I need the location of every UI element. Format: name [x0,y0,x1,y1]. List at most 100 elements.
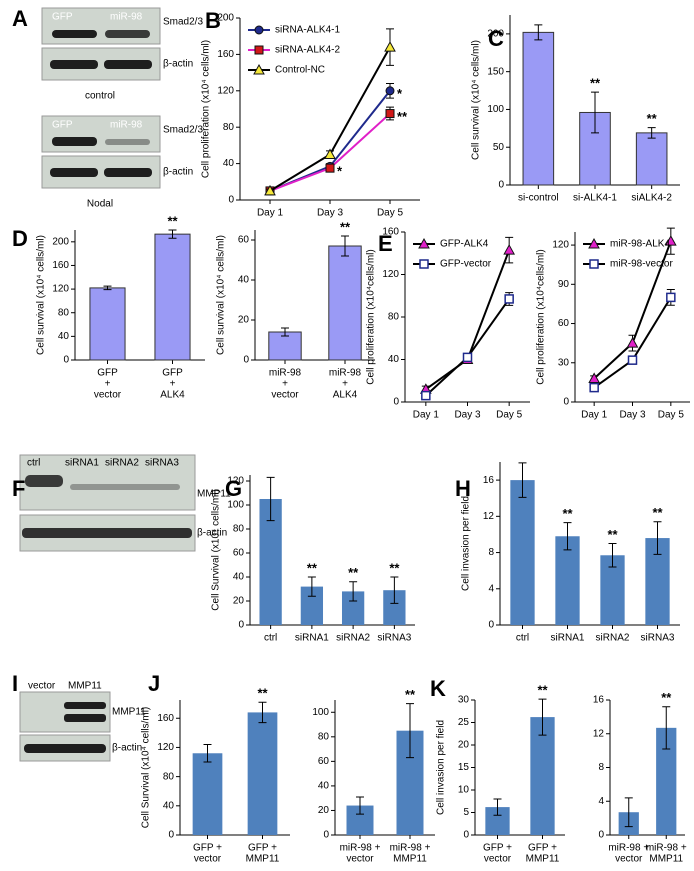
marker [626,337,639,348]
error-bar [518,462,527,498]
band-label: β-actin [197,528,227,539]
significance-label: ** [652,505,663,520]
x-tick-label: siRNA3 [377,633,411,644]
y-axis-label: Cell proliferation (x10⁴cells/ml) [536,249,547,384]
x-tick-label: siALK4-2 [631,193,672,204]
band-label: β-actin [163,59,193,70]
bar [635,132,668,186]
error-bar [591,91,599,134]
error-bar [341,235,349,257]
y-tick-label: 160 [217,49,234,60]
y-tick-label: 0 [238,620,244,631]
y-tick-label: 60 [238,235,250,246]
y-tick-label: 120 [157,742,174,753]
x-tick-label: GFP + [483,843,512,854]
marker [421,390,431,401]
y-tick-label: 60 [558,318,570,329]
bar [510,480,535,625]
error-bar [538,698,547,736]
significance-label: ** [562,506,573,521]
y-tick-label: 150 [487,66,504,77]
legend-label: Control-NC [275,65,325,76]
significance-label: ** [607,527,618,542]
significance-label: ** [405,687,416,702]
condition-label: Nodal [87,199,113,210]
panel-label: E [378,231,393,256]
significance-label: ** [257,686,268,701]
y-tick-label: 120 [217,85,234,96]
y-tick-label: 15 [458,762,470,773]
error-bar [266,476,275,522]
panel-label: D [12,226,28,251]
y-tick-label: 80 [163,771,175,782]
x-tick-label: GFP + [248,843,277,854]
y-tick-label: 40 [223,158,235,169]
band-label: β-actin [163,167,193,178]
y-tick-label: 12 [593,728,605,739]
x-tick-label: GFP [162,368,183,379]
legend-label: miR-98-ALK4 [610,239,670,250]
legend-marker [589,259,599,269]
error-bar [653,521,662,555]
marker [325,163,335,173]
y-tick-label: 120 [382,269,399,280]
x-tick-label: Day 5 [658,410,685,421]
significance-label: * [397,86,403,101]
legend-label: miR-98-vector [610,259,673,270]
y-tick-label: 0 [393,397,399,408]
x-tick-label: miR-98 [269,368,302,379]
bar [656,727,677,835]
y-tick-label: 40 [238,275,250,286]
y-tick-label: 80 [388,312,400,323]
x-tick-label: siRNA3 [641,633,675,644]
x-tick-label: Day 3 [317,208,344,219]
y-tick-label: 80 [58,307,70,318]
y-tick-label: 40 [318,781,330,792]
y-tick-label: 50 [493,142,505,153]
band [105,139,150,145]
bar [341,591,365,625]
panel-label: K [430,676,446,701]
band [50,60,98,69]
band [52,137,97,146]
y-tick-label: 0 [228,195,234,206]
lane-label: miR-98 [110,120,143,131]
y-tick-label: 160 [382,227,399,238]
error-bar [103,285,112,291]
x-tick-label: vector [271,390,299,401]
line [269,90,391,192]
error-bar [168,229,177,239]
bar [383,590,406,625]
y-tick-label: 16 [593,695,605,706]
y-tick-label: 20 [458,740,470,751]
y-tick-label: 80 [318,731,330,742]
y-tick-label: 0 [563,397,569,408]
band [64,714,106,722]
legend-label: siRNA-ALK4-2 [275,45,340,56]
x-tick-label: GFP + [528,843,557,854]
x-tick-label: vector [615,854,643,865]
y-tick-label: 4 [598,796,604,807]
error-bar [356,796,364,815]
y-tick-label: 60 [318,756,330,767]
x-tick-label: MMP11 [246,854,280,865]
x-tick-label: Day 1 [413,410,440,421]
significance-label: ** [389,560,400,575]
bar [555,536,580,625]
band [64,702,106,709]
marker [264,184,276,196]
error-bar [258,701,267,724]
y-axis-label: Cell invasion per field [436,720,447,815]
lane-label: siRNA3 [145,458,179,469]
y-tick-label: 8 [598,762,604,773]
panel-label: G [225,476,242,501]
significance-label: ** [590,76,601,91]
band [24,744,106,753]
marker [589,382,599,393]
bar [192,753,223,835]
x-tick-label: + [342,379,348,390]
legend-marker [418,237,430,249]
condition-label: control [85,91,115,102]
band-label: MMP11 [197,489,231,500]
x-tick-label: Day 5 [377,208,404,219]
